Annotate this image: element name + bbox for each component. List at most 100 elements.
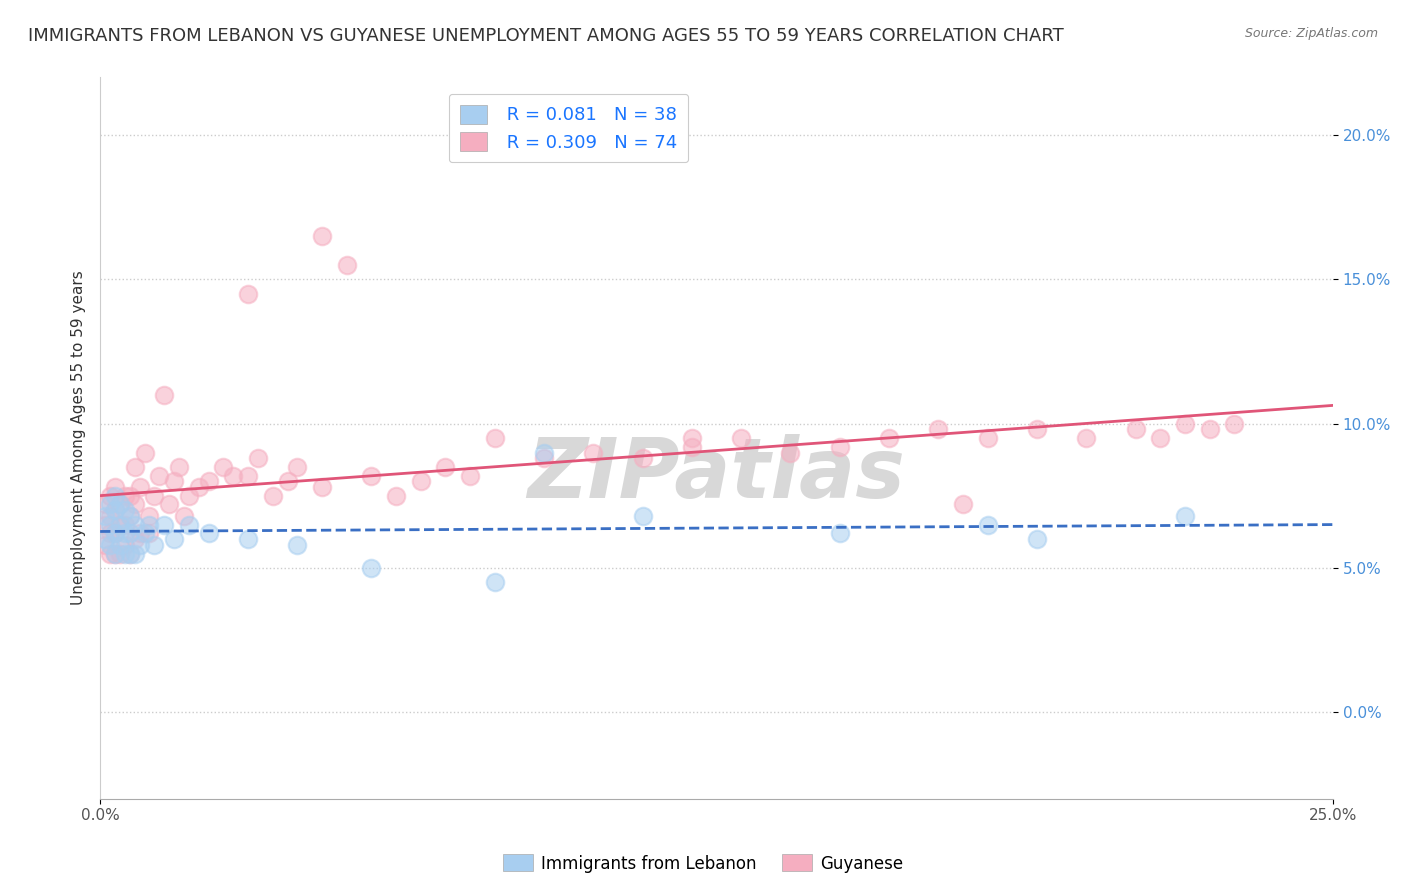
Point: [104, 526, 127, 541]
Point: [197, 475, 219, 489]
Point: [128, 538, 150, 552]
Point: [360, 561, 382, 575]
Legend: Immigrants from Lebanon, Guyanese: Immigrants from Lebanon, Guyanese: [496, 847, 910, 880]
Point: [222, 468, 245, 483]
Point: [108, 498, 131, 512]
Point: [779, 445, 801, 459]
Point: [1223, 417, 1246, 431]
Point: [124, 547, 146, 561]
Point: [246, 451, 269, 466]
Legend:  R = 0.081   N = 38,  R = 0.309   N = 74: R = 0.081 N = 38, R = 0.309 N = 74: [449, 94, 689, 162]
Point: [98, 547, 121, 561]
Point: [104, 526, 127, 541]
Point: [94, 517, 117, 532]
Point: [108, 517, 131, 532]
Point: [118, 508, 141, 523]
Point: [1198, 422, 1220, 436]
Point: [1149, 431, 1171, 445]
Point: [124, 532, 146, 546]
Point: [163, 532, 186, 546]
Point: [148, 468, 170, 483]
Point: [153, 517, 176, 532]
Point: [114, 538, 136, 552]
Point: [484, 431, 506, 445]
Point: [173, 508, 195, 523]
Text: ZIPatlas: ZIPatlas: [527, 434, 905, 515]
Point: [236, 286, 259, 301]
Point: [108, 547, 131, 561]
Point: [98, 538, 121, 552]
Point: [952, 498, 974, 512]
Point: [118, 508, 141, 523]
Point: [927, 422, 949, 436]
Point: [1076, 431, 1098, 445]
Point: [114, 547, 136, 561]
Point: [114, 489, 136, 503]
Point: [385, 489, 408, 503]
Point: [118, 526, 141, 541]
Point: [167, 459, 190, 474]
Point: [94, 532, 117, 546]
Point: [533, 451, 555, 466]
Point: [118, 489, 141, 503]
Point: [98, 526, 121, 541]
Point: [236, 468, 259, 483]
Point: [287, 538, 309, 552]
Point: [434, 459, 457, 474]
Text: Source: ZipAtlas.com: Source: ZipAtlas.com: [1244, 27, 1378, 40]
Text: IMMIGRANTS FROM LEBANON VS GUYANESE UNEMPLOYMENT AMONG AGES 55 TO 59 YEARS CORRE: IMMIGRANTS FROM LEBANON VS GUYANESE UNEM…: [28, 27, 1064, 45]
Point: [98, 508, 121, 523]
Point: [104, 503, 127, 517]
Point: [631, 508, 654, 523]
Point: [108, 538, 131, 552]
Point: [118, 547, 141, 561]
Point: [212, 459, 235, 474]
Point: [143, 489, 166, 503]
Point: [128, 526, 150, 541]
Point: [124, 517, 146, 532]
Point: [582, 445, 605, 459]
Point: [236, 532, 259, 546]
Point: [124, 498, 146, 512]
Point: [98, 489, 121, 503]
Point: [1174, 417, 1197, 431]
Point: [311, 229, 333, 244]
Point: [177, 489, 200, 503]
Point: [98, 517, 121, 532]
Point: [104, 547, 127, 561]
Point: [533, 445, 555, 459]
Point: [114, 503, 136, 517]
Point: [187, 480, 209, 494]
Point: [1026, 532, 1049, 546]
Point: [118, 547, 141, 561]
Point: [104, 489, 127, 503]
Point: [134, 445, 156, 459]
Point: [94, 538, 117, 552]
Point: [977, 431, 1000, 445]
Point: [177, 517, 200, 532]
Point: [336, 258, 359, 272]
Point: [114, 517, 136, 532]
Point: [143, 538, 166, 552]
Point: [108, 517, 131, 532]
Point: [98, 498, 121, 512]
Point: [360, 468, 382, 483]
Point: [828, 440, 851, 454]
Point: [484, 575, 506, 590]
Y-axis label: Unemployment Among Ages 55 to 59 years: Unemployment Among Ages 55 to 59 years: [72, 271, 86, 606]
Point: [409, 475, 432, 489]
Point: [1174, 508, 1197, 523]
Point: [730, 431, 752, 445]
Point: [153, 388, 176, 402]
Point: [104, 547, 127, 561]
Point: [94, 498, 117, 512]
Point: [828, 526, 851, 541]
Point: [138, 517, 160, 532]
Point: [311, 480, 333, 494]
Point: [134, 526, 156, 541]
Point: [138, 508, 160, 523]
Point: [104, 480, 127, 494]
Point: [276, 475, 298, 489]
Point: [1026, 422, 1049, 436]
Point: [124, 459, 146, 474]
